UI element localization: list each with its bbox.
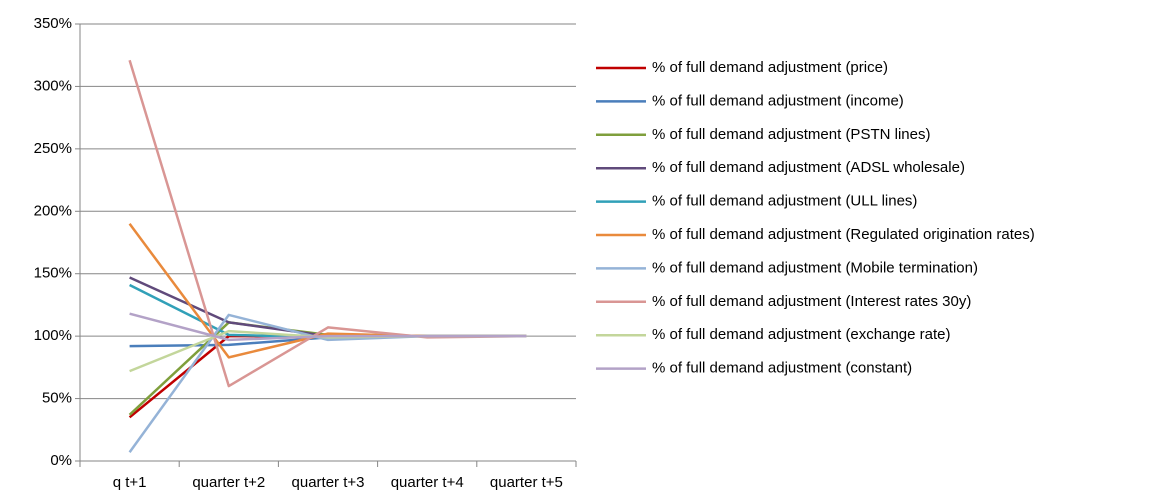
x-tick-label: quarter t+5 — [490, 474, 563, 491]
legend-label: % of full demand adjustment (Regulated o… — [652, 226, 1035, 243]
y-tick-label: 350% — [34, 15, 72, 32]
x-tick-label: quarter t+4 — [391, 474, 464, 491]
x-tick-label: q t+1 — [113, 474, 147, 491]
y-tick-label: 200% — [34, 202, 72, 219]
legend-label: % of full demand adjustment (PSTN lines) — [652, 126, 930, 143]
legend-label: % of full demand adjustment (ULL lines) — [652, 193, 917, 210]
legend-label: % of full demand adjustment (Interest ra… — [652, 293, 971, 310]
legend-label: % of full demand adjustment (exchange ra… — [652, 326, 951, 343]
legend-label: % of full demand adjustment (Mobile term… — [652, 259, 978, 276]
legend-label: % of full demand adjustment (ADSL wholes… — [652, 159, 965, 176]
legend-label: % of full demand adjustment (income) — [652, 92, 904, 109]
legend-label: % of full demand adjustment (price) — [652, 59, 888, 76]
y-tick-label: 300% — [34, 77, 72, 94]
x-tick-label: quarter t+2 — [192, 474, 265, 491]
y-tick-label: 250% — [34, 140, 72, 157]
x-tick-label: quarter t+3 — [292, 474, 365, 491]
y-tick-label: 0% — [50, 452, 72, 469]
legend-label: % of full demand adjustment (constant) — [652, 360, 912, 377]
y-tick-label: 100% — [34, 327, 72, 344]
y-tick-label: 50% — [42, 390, 72, 407]
y-tick-label: 150% — [34, 265, 72, 282]
series-line — [129, 312, 527, 342]
